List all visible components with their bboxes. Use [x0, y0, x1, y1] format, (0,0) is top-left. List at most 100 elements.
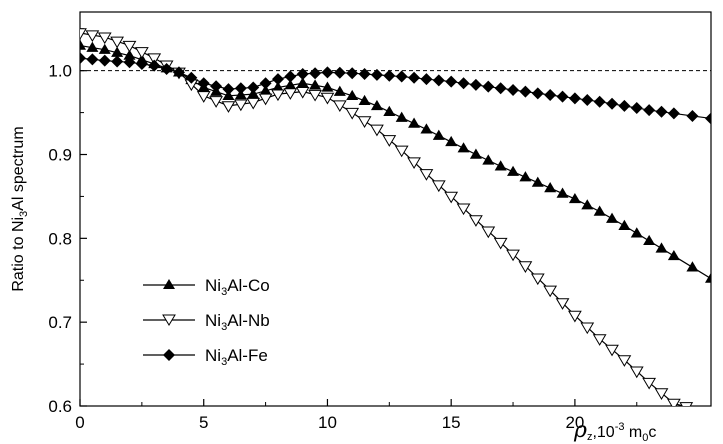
series-point — [358, 94, 371, 106]
series-point — [679, 402, 694, 406]
series-point — [568, 192, 581, 204]
series-point — [618, 99, 631, 112]
x-axis-title-end: c — [648, 424, 656, 441]
series-point — [420, 73, 433, 86]
series-point — [606, 212, 619, 223]
x-axis-title: ρz,10-3 m0c — [573, 418, 656, 444]
series-point — [494, 82, 507, 95]
series-point — [284, 79, 297, 90]
series-point — [457, 77, 470, 90]
legend-label-nb-pre: Ni — [205, 311, 221, 330]
series-point — [210, 80, 223, 93]
series-point — [321, 81, 334, 92]
series-point — [135, 57, 148, 70]
series-point — [383, 105, 396, 116]
x-axis-title-m: m — [624, 424, 642, 441]
series-point — [234, 82, 247, 95]
series-point — [246, 97, 261, 110]
series-point — [686, 261, 699, 272]
series-point — [518, 261, 533, 273]
series-point — [481, 226, 496, 239]
series-point — [345, 107, 360, 120]
series-point — [98, 43, 111, 54]
series-point — [172, 66, 185, 79]
series-point — [654, 388, 669, 400]
series-point — [456, 203, 471, 216]
series-point — [705, 272, 711, 283]
series-point — [568, 92, 581, 105]
y-axis-title-pre: Ratio to Ni — [10, 217, 27, 292]
series-point — [519, 171, 532, 182]
legend-label-co-post: Al-Co — [227, 276, 270, 295]
legend-label-nb-post: Al-Nb — [227, 311, 270, 330]
series-point — [593, 95, 606, 108]
x-tick-label: 5 — [199, 413, 208, 432]
series-point — [605, 344, 619, 357]
series-point — [295, 86, 310, 99]
series-point — [568, 310, 582, 323]
series-point — [271, 73, 284, 86]
series-point — [686, 109, 699, 122]
legend-marker-nb — [162, 314, 176, 326]
series-point — [320, 92, 335, 105]
series-point — [444, 191, 459, 204]
series-point — [80, 39, 86, 50]
series-point — [370, 68, 383, 81]
x-axis-title-rho-sub: z — [587, 431, 593, 443]
series-point — [643, 104, 656, 117]
x-tick-label: 10 — [318, 413, 337, 432]
x-axis-title-mid: ,10 — [592, 424, 614, 441]
series-point — [420, 123, 433, 134]
series-point — [196, 91, 211, 103]
series-point — [556, 90, 569, 103]
series-point — [395, 70, 408, 83]
series-point — [221, 101, 236, 113]
series-point — [445, 75, 458, 88]
series-point — [667, 249, 680, 261]
series-point — [630, 227, 643, 238]
y-tick-label: 0.8 — [48, 229, 72, 248]
series-point — [358, 68, 371, 81]
legend-label-co-pre: Ni — [205, 276, 221, 295]
series-point — [642, 377, 657, 390]
y-tick-label: 0.9 — [48, 146, 72, 165]
series-point — [432, 129, 445, 140]
series-point — [333, 85, 346, 96]
series-point — [296, 77, 309, 88]
series-point — [309, 79, 322, 90]
series-point — [222, 83, 235, 96]
series-point — [581, 199, 594, 210]
legend: Ni3Al-Co Ni3Al-Nb Ni3Al-Fe — [143, 276, 270, 368]
series-point — [431, 180, 446, 193]
series-point — [618, 219, 631, 230]
series-point — [543, 285, 558, 298]
series-point — [469, 78, 482, 91]
series-point — [383, 69, 396, 82]
series-point — [296, 68, 309, 81]
series-line — [80, 57, 711, 120]
series-point — [544, 182, 557, 193]
y-axis-title: Ratio to Ni3Al spectrum — [10, 126, 30, 291]
series-point — [284, 70, 297, 83]
y-axis-title-sub: 3 — [18, 211, 30, 217]
series-point — [408, 71, 421, 84]
series-point — [283, 88, 298, 100]
legend-label-co: Ni3Al-Co — [205, 276, 270, 298]
series-point — [233, 99, 248, 112]
series-point — [97, 32, 112, 45]
series-point — [85, 30, 100, 43]
series-point — [123, 56, 136, 69]
series-point — [667, 398, 681, 406]
series-point — [506, 249, 520, 262]
series-point — [530, 273, 545, 286]
series-point — [507, 83, 520, 96]
series-point — [382, 135, 397, 147]
series-point — [357, 116, 372, 128]
series-point — [432, 74, 445, 87]
series-point — [80, 52, 86, 65]
series-line — [80, 44, 711, 280]
series-point — [655, 105, 668, 118]
series-point — [271, 89, 285, 102]
series-point — [667, 107, 680, 120]
